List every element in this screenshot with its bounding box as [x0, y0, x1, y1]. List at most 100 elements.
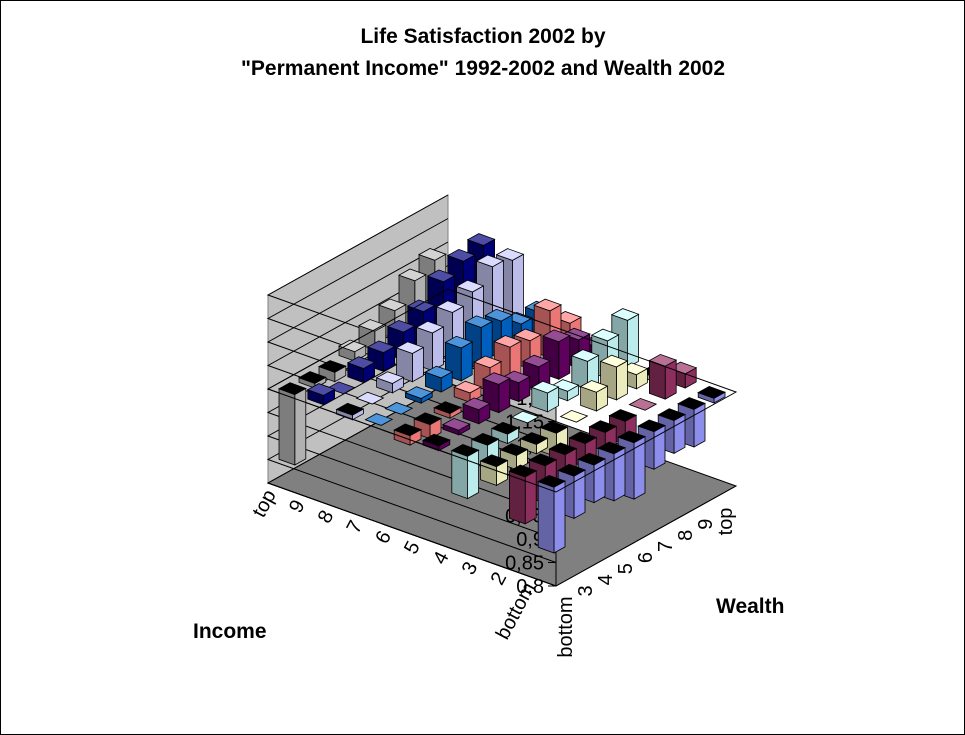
bar-face-front [294, 387, 307, 466]
bar-face-top [617, 430, 646, 444]
bar-face-top [413, 412, 442, 426]
income-tick-label: 8 [314, 507, 339, 527]
bar-face-top [608, 409, 638, 422]
income-tick-label: 4 [429, 548, 454, 568]
bar [508, 464, 538, 525]
bar-face-front [616, 360, 628, 401]
income-axis-label: Income [193, 620, 267, 643]
bar-face-top [378, 298, 407, 312]
bar-face-top [482, 372, 511, 385]
wealth-tick-label: 4 [595, 574, 617, 585]
bar-face-top [597, 441, 626, 455]
chart-subtitle: "Permanent Income" 1992-2002 and Wealth … [241, 57, 725, 80]
bars [278, 233, 726, 554]
income-tick-label: bottom [492, 579, 540, 643]
bar-face-top [637, 419, 666, 433]
bar-face-front [524, 470, 537, 525]
bar-face-front [613, 447, 626, 502]
bar [559, 409, 589, 423]
bar-face-top [364, 413, 394, 426]
wealth-axis-label: Wealth [716, 595, 784, 618]
bar [510, 410, 540, 424]
bar [433, 401, 462, 419]
bar-face-top [446, 248, 476, 262]
bar [530, 380, 560, 413]
bar [422, 433, 451, 452]
wealth-axis-line [555, 485, 737, 587]
bar [628, 397, 658, 411]
bar-face-top [539, 421, 569, 434]
bar [375, 371, 405, 394]
z-tick-label: 0,8 [516, 576, 544, 598]
bar [395, 341, 425, 383]
chart-title: Life Satisfaction 2002 by [360, 25, 605, 48]
bar-face-top [499, 443, 529, 456]
bar [462, 397, 491, 425]
bar-face-top [610, 308, 640, 321]
bar-face-top [579, 380, 609, 393]
bar [490, 421, 520, 445]
bar-face-top [493, 335, 522, 348]
bar-face-top [537, 474, 566, 488]
bar [482, 372, 511, 414]
bar [346, 356, 376, 384]
bar-face-front [460, 341, 473, 382]
bar-face-top [346, 356, 376, 369]
bar-face-top [559, 409, 589, 423]
bar-face-top [306, 383, 336, 396]
bar [364, 413, 394, 426]
bar-face-top [466, 233, 496, 246]
bar-face-top [338, 339, 367, 353]
bar-face-top [533, 298, 562, 312]
bar-face-top [519, 432, 549, 445]
bar [404, 386, 434, 404]
bar [648, 353, 678, 400]
bar-face-side [278, 388, 296, 466]
bar-face-top [398, 268, 427, 282]
bar-face-top [393, 423, 422, 437]
bar-face-front [431, 326, 444, 372]
bar-face-top [588, 420, 618, 433]
bar-face-top [426, 269, 456, 283]
bar [384, 402, 414, 415]
income-tick-label: 5 [400, 538, 425, 558]
bar-face-top [484, 308, 514, 322]
bar [697, 386, 726, 404]
bar-face-top [278, 382, 307, 395]
wealth-tick-label: 3 [575, 585, 597, 596]
bar-face-top [418, 248, 447, 261]
bar-face-top [530, 380, 560, 394]
bar-face-top [386, 319, 416, 333]
bar [355, 391, 385, 405]
bar-face-top [442, 417, 471, 431]
bar-face-front [558, 334, 571, 380]
bar-face-top [479, 454, 509, 468]
bar-face-top [513, 328, 542, 342]
bar-face-top [464, 315, 494, 328]
bar-face-top [490, 421, 520, 435]
bar [519, 432, 549, 455]
income-axis-line [267, 482, 557, 587]
bar-face-top [657, 408, 686, 421]
bar-face-front [627, 313, 639, 369]
bar-face-top [422, 433, 451, 447]
bar-face-top [510, 410, 540, 424]
bar-face-top [542, 329, 571, 343]
bar [450, 444, 480, 500]
bar-face-top [318, 360, 347, 373]
bar-face-top [599, 354, 629, 368]
bar-face-top [395, 341, 425, 354]
bar-face-top [628, 397, 658, 411]
bar-face-top [590, 328, 620, 342]
bar [493, 335, 522, 381]
bar-face-top [522, 354, 551, 368]
bar [579, 380, 609, 412]
bar-face-top [450, 444, 480, 457]
income-tick-label: 9 [285, 496, 310, 516]
bar-face-top [404, 386, 434, 399]
bar-face-top [453, 380, 482, 394]
income-tick-label: 6 [371, 527, 396, 547]
wealth-tick-label: bottom [555, 596, 577, 657]
bar-face-front [664, 359, 677, 400]
bar-face-top [424, 365, 454, 379]
